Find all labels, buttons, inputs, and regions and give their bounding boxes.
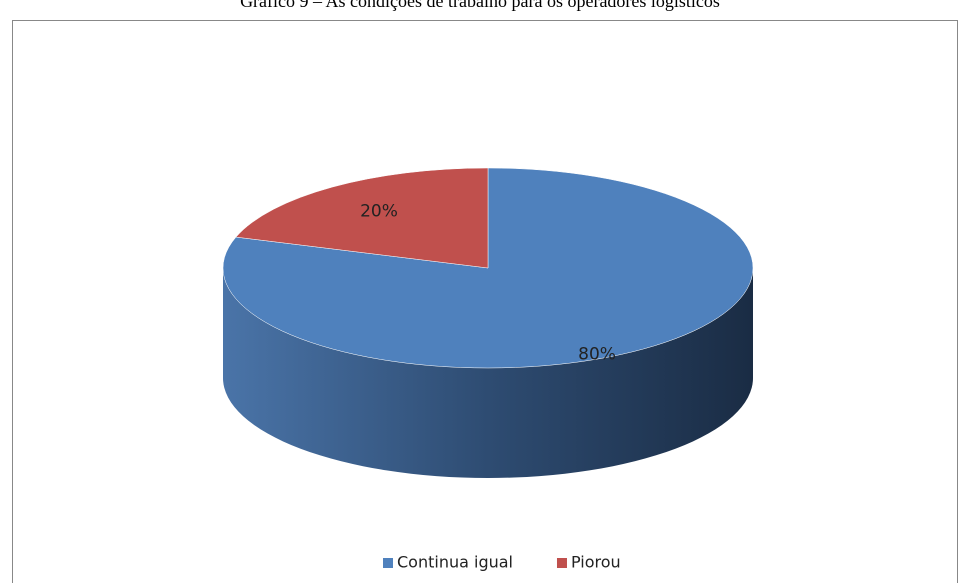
legend-label: Continua igual [397, 553, 513, 572]
chart-title: Gráfico 9 – As condições de trabalho par… [240, 0, 720, 11]
pie-side [223, 268, 753, 478]
data-label: 80% [578, 345, 616, 365]
data-label: 20% [360, 201, 398, 221]
pie-slice [235, 167, 489, 269]
legend-swatch [383, 558, 393, 568]
legend-swatch [556, 558, 567, 568]
legend: Continua igual Piorou [383, 553, 621, 572]
legend-label: Piorou [571, 553, 621, 572]
